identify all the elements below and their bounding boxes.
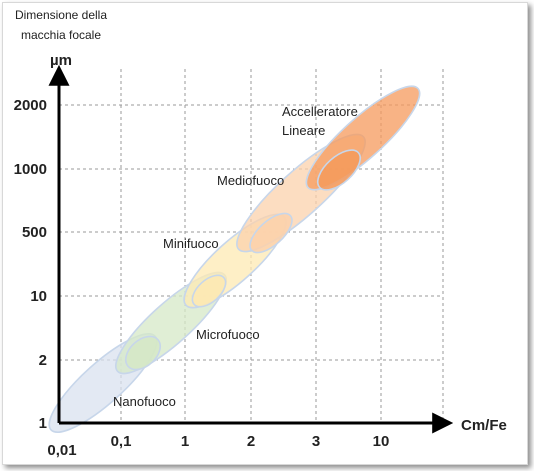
x-axis-unit: Cm/Fe bbox=[461, 417, 507, 434]
region-ellipse bbox=[305, 85, 421, 191]
region-label: Accelleratore bbox=[282, 104, 358, 119]
x-tick-label: 0,01 bbox=[47, 442, 76, 459]
x-tick-label: 3 bbox=[312, 433, 320, 450]
y-tick-label: 1000 bbox=[14, 161, 47, 178]
y-tick-labels: 1 2 10 500 1000 2000 bbox=[14, 97, 47, 432]
y-tick-label: 10 bbox=[30, 288, 47, 305]
y-tick-label: 500 bbox=[22, 224, 47, 241]
region-label: Minifuoco bbox=[163, 236, 219, 251]
overlap-ellipse bbox=[249, 212, 293, 254]
chart-frame: 1 2 10 500 1000 2000 0,01 0,1 1 2 3 10 Dimensione … bbox=[2, 2, 528, 465]
region-label: Lineare bbox=[282, 123, 325, 138]
x-tick-label: 0,1 bbox=[111, 433, 132, 450]
region-label: Microfuoco bbox=[196, 327, 260, 342]
region-label: Mediofuoco bbox=[217, 173, 284, 188]
x-tick-label: 1 bbox=[181, 433, 189, 450]
x-tick-labels: 0,01 0,1 1 2 3 10 bbox=[47, 433, 389, 459]
overlap-ellipse bbox=[317, 149, 361, 191]
x-tick-label: 10 bbox=[373, 433, 390, 450]
y-axis-caption-line1: Dimensione della bbox=[15, 8, 107, 22]
focal-spot-chart: 1 2 10 500 1000 2000 0,01 0,1 1 2 3 10 Dimensione … bbox=[14, 8, 507, 459]
overlap-ellipse bbox=[191, 274, 227, 308]
region-label: Nanofuoco bbox=[113, 394, 176, 409]
region-labels: Nanofuoco Microfuoco Minifuoco Mediofuoco Ac… bbox=[113, 104, 358, 409]
y-tick-label: 2000 bbox=[14, 97, 47, 114]
overlap-ellipse bbox=[124, 335, 162, 371]
regions bbox=[48, 85, 421, 433]
y-axis-unit: µm bbox=[50, 52, 72, 69]
y-tick-label: 1 bbox=[39, 415, 47, 432]
y-axis-caption-line2: macchia focale bbox=[21, 28, 101, 42]
y-tick-label: 2 bbox=[39, 352, 47, 369]
x-tick-label: 2 bbox=[247, 433, 255, 450]
